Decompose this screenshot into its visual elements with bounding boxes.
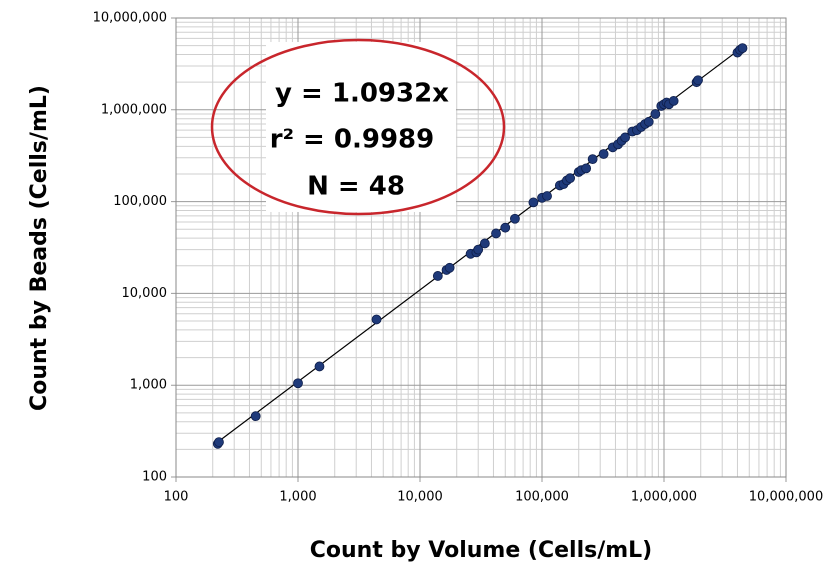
x-tick-label: 10,000,000: [749, 490, 823, 505]
annotation: y = 1.0932x: [275, 79, 449, 109]
point: [314, 361, 325, 372]
point: [542, 191, 552, 201]
point: [444, 262, 455, 273]
y-tick-label: 100: [142, 470, 167, 485]
y-tick-label: 10,000,000: [93, 11, 167, 26]
x-tick-label: 1,000: [279, 490, 316, 505]
point: [250, 411, 261, 422]
y-axis-title: Count by Beads (Cells/mL): [27, 85, 52, 411]
x-axis-title: Count by Volume (Cells/mL): [310, 538, 652, 563]
point: [371, 314, 382, 325]
annotation: r² = 0.9989: [270, 125, 434, 155]
y-tick-label: 10,000: [122, 286, 168, 301]
y-tick-label: 1,000: [130, 378, 167, 393]
point: [587, 154, 598, 165]
point: [598, 149, 609, 159]
annotation-box: [266, 42, 456, 212]
y-tick-label: 100,000: [113, 194, 167, 209]
point: [214, 437, 224, 447]
point: [581, 163, 592, 174]
y-tick-label: 1,000,000: [101, 102, 167, 117]
point: [643, 116, 654, 127]
point: [500, 222, 511, 233]
point: [479, 238, 490, 249]
point: [528, 197, 539, 208]
point: [737, 43, 748, 54]
x-tick-label: 1,000,000: [631, 490, 697, 505]
annotation: N = 48: [307, 172, 405, 202]
annotation-ellipse: [210, 38, 506, 216]
plot-border: [175, 17, 787, 478]
x-tick-label: 100,000: [515, 490, 569, 505]
point: [432, 271, 443, 281]
point: [650, 109, 661, 119]
point: [510, 213, 520, 224]
point: [668, 96, 679, 106]
point: [491, 228, 501, 239]
point: [473, 244, 484, 255]
x-tick-label: 10,000: [397, 490, 443, 505]
point: [620, 132, 631, 143]
x-tick-label: 100: [164, 490, 189, 505]
point: [565, 173, 576, 184]
point: [293, 378, 303, 389]
point: [693, 75, 703, 86]
